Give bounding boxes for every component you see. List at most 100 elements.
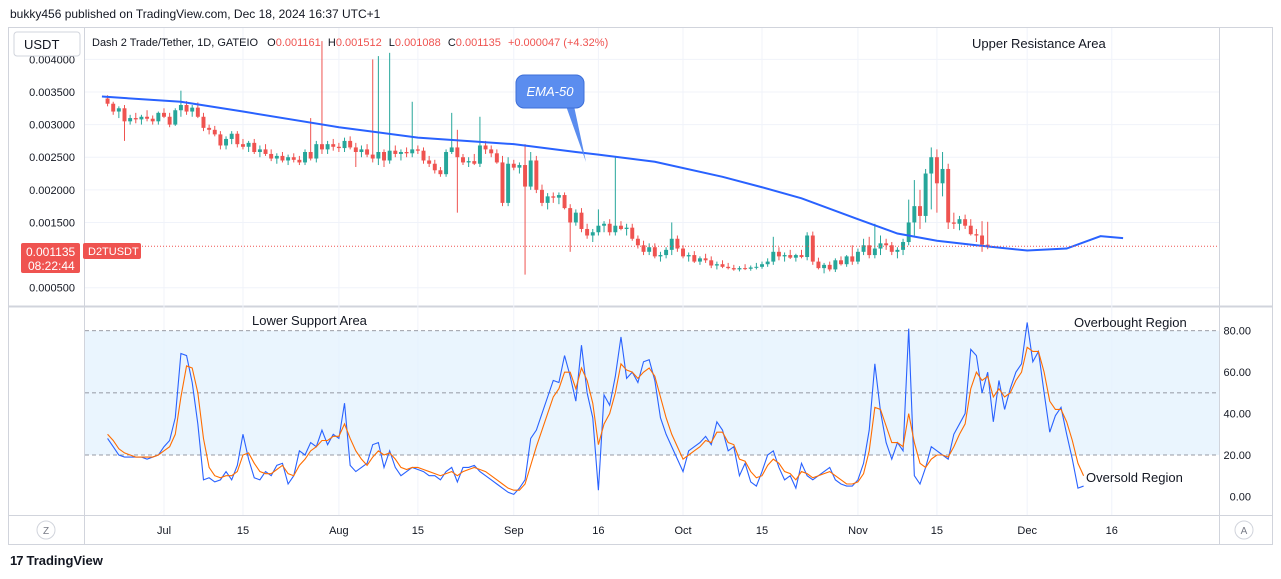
y-tick-label: 0.001500 <box>29 217 75 229</box>
candle-body <box>573 212 578 223</box>
candle-body <box>568 208 573 223</box>
candle-body <box>314 144 319 159</box>
candle-body <box>246 142 251 147</box>
candle-body <box>229 133 234 139</box>
candle-body <box>974 234 979 236</box>
candle-body <box>342 140 347 149</box>
price-pane-bg <box>85 28 1219 305</box>
candle-body <box>985 244 990 246</box>
candle-body <box>545 196 550 203</box>
rsi-tick-label: 80.00 <box>1223 326 1251 338</box>
candle-body <box>720 264 725 267</box>
ema-50-line <box>101 95 1124 252</box>
y-tick-label: 0.003500 <box>29 87 75 99</box>
candle-body <box>590 232 595 236</box>
candle-body <box>686 255 691 257</box>
x-tick-label: 16 <box>1106 525 1118 537</box>
candle-body <box>455 147 460 158</box>
x-tick-label: 16 <box>592 525 604 537</box>
candle-body <box>167 116 172 125</box>
scale-z-button[interactable] <box>36 520 56 540</box>
publish-header: bukky456 published on TradingView.com, D… <box>10 7 381 21</box>
footer-brand[interactable]: 17 TradingView <box>10 553 103 568</box>
candle-body <box>602 223 607 226</box>
candle-body <box>731 268 736 270</box>
x-tick-label: 15 <box>931 525 943 537</box>
x-tick-label: 15 <box>412 525 424 537</box>
callout-pointer <box>566 106 586 162</box>
rsi-tick-label: 40.00 <box>1223 409 1251 421</box>
candle-body <box>207 127 212 130</box>
candle-body <box>850 256 855 262</box>
candle-body <box>461 157 465 163</box>
candle-body <box>726 266 731 269</box>
candle-body <box>754 266 759 268</box>
candle-body <box>145 116 150 119</box>
candle-body <box>218 134 223 146</box>
candle-body <box>839 260 843 265</box>
candle-body <box>833 260 838 270</box>
candle-body <box>855 251 860 262</box>
candle-body <box>579 212 584 229</box>
candle-body <box>466 161 471 163</box>
rsi-tick-label: 20.00 <box>1223 450 1251 462</box>
price-badge-price: 0.001135 <box>26 245 75 259</box>
ticker-badge-bg <box>83 243 141 259</box>
candle-body <box>946 168 951 223</box>
candle-body <box>934 157 939 184</box>
candle-body <box>184 105 189 112</box>
candle-body <box>365 149 370 155</box>
price-pane[interactable] <box>85 28 1219 305</box>
candle-body <box>556 195 561 198</box>
candle-body <box>664 249 669 256</box>
chart-frame <box>8 27 1273 545</box>
candle-body <box>528 160 533 187</box>
candle-body <box>596 225 601 233</box>
candle-body <box>714 264 719 266</box>
candle-body <box>963 219 968 226</box>
rsi-tick-label: 60.00 <box>1223 367 1251 379</box>
candle-body <box>415 149 420 151</box>
lower-support-label: Lower Support Area <box>252 313 368 328</box>
candle-body <box>286 157 291 161</box>
candle-body <box>760 264 764 267</box>
callout-box <box>515 74 585 109</box>
candle-body <box>681 248 686 257</box>
candle-body <box>387 150 392 161</box>
candle-body <box>353 147 358 152</box>
candle-body <box>291 157 296 160</box>
candle-body <box>398 151 403 154</box>
rsi-tick-label: 0.00 <box>1230 491 1251 503</box>
candles <box>105 41 990 275</box>
ema-line <box>101 95 1124 252</box>
candle-body <box>494 153 499 163</box>
low-value: 0.001088 <box>395 37 441 49</box>
candle-body <box>872 248 877 256</box>
rsi-axis[interactable]: 80.00 60.00 40.00 20.00 0.00 <box>1223 326 1251 504</box>
rsi-line <box>107 322 1084 496</box>
candle-body <box>585 228 590 236</box>
x-tick-label: Sep <box>504 525 524 537</box>
time-axis[interactable]: Jul 15 Aug 15 Sep 16 Oct 15 Nov 15 Dec 16 <box>157 525 1118 537</box>
candle-body <box>201 116 206 128</box>
candle-body <box>765 261 770 265</box>
open-value: 0.001161 <box>276 37 321 49</box>
currency-selector[interactable] <box>13 31 81 57</box>
candle-body <box>348 140 353 148</box>
candle-body <box>263 149 268 154</box>
candle-body <box>816 261 821 269</box>
y-tick-label: 0.003000 <box>29 120 75 132</box>
candle-body <box>173 110 178 125</box>
candle-body <box>325 144 330 150</box>
candle-body <box>280 155 285 161</box>
high-value: 0.001512 <box>336 37 382 49</box>
candle-body <box>669 238 674 250</box>
price-axis[interactable]: 0.004000 0.003500 0.003000 0.002500 0.002000… <box>29 54 75 294</box>
ema-callout[interactable]: EMA-50 <box>515 74 586 162</box>
candle-body <box>923 173 928 216</box>
scale-a-button[interactable] <box>1234 520 1254 540</box>
candle-body <box>297 159 302 163</box>
candle-body <box>500 162 505 203</box>
oversold-label: Oversold Region <box>1086 470 1183 485</box>
rsi-band <box>85 330 1219 456</box>
